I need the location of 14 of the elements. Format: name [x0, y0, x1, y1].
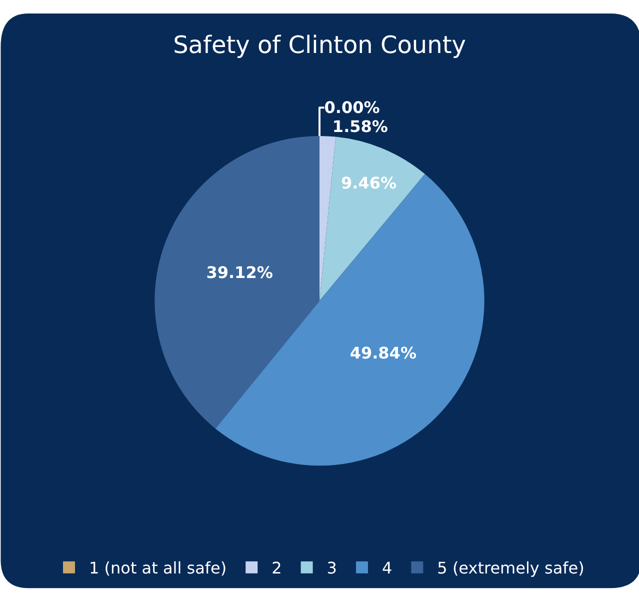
pie-slice [320, 136, 425, 301]
text: 0.00% [324, 98, 380, 118]
data-label: 49.84% [350, 344, 416, 363]
pie-slice [320, 136, 336, 301]
legend-label: 4 [382, 558, 392, 578]
legend-label: 5 (extremely safe) [437, 558, 584, 578]
data-label: 9.46% [340, 174, 396, 193]
legend-label: 2 [272, 558, 282, 578]
pie-slice [154, 136, 320, 429]
chart-title: Safety of Clinton County [173, 30, 466, 59]
data-label: 1.58% [332, 117, 388, 136]
legend-label: 3 [326, 558, 337, 578]
data-label: 39.12% [206, 262, 273, 282]
legend-label: 1 (not at all safe) [89, 558, 227, 578]
